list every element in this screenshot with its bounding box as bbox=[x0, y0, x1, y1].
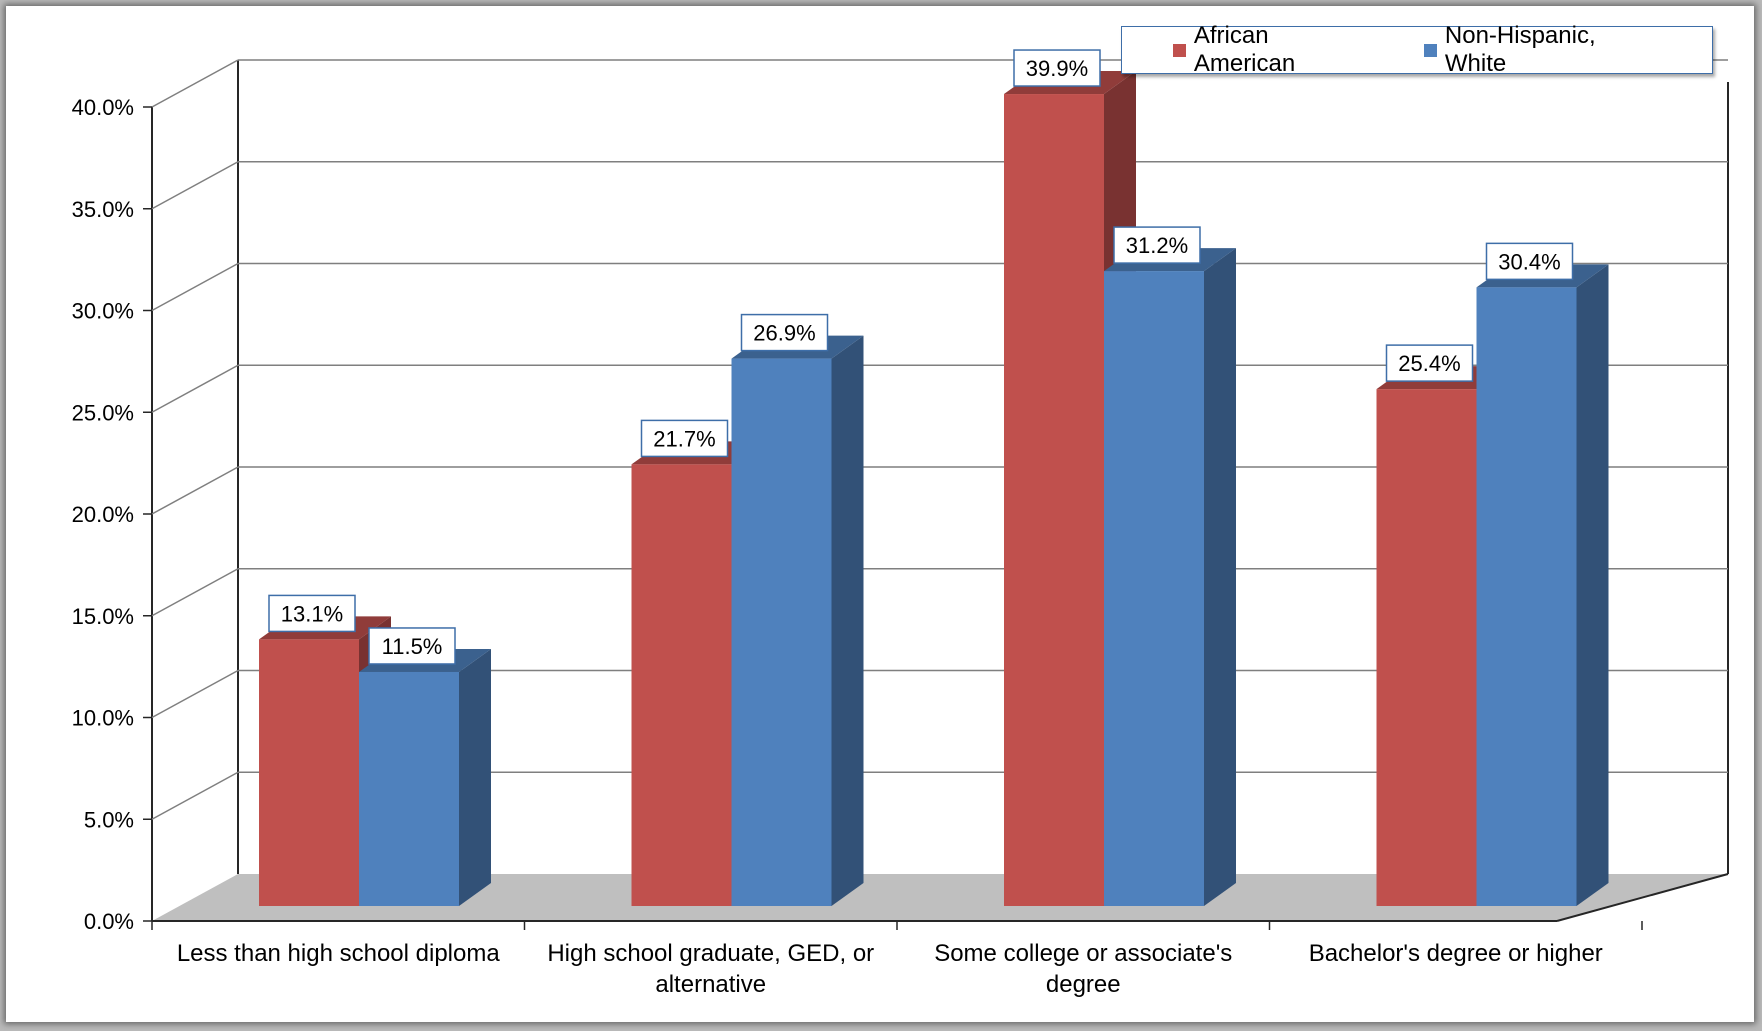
bar-front-0-3 bbox=[1376, 389, 1477, 906]
data-label-box-0-1 bbox=[640, 419, 729, 458]
bar-1-2 bbox=[1104, 248, 1236, 907]
bar-side-1-3 bbox=[1576, 264, 1609, 906]
gridline-side-6 bbox=[151, 262, 239, 312]
gridline-side-8 bbox=[151, 59, 239, 108]
gridline-side-3 bbox=[151, 568, 239, 617]
data-label-box-1-2 bbox=[1113, 226, 1201, 264]
gridline-side-5 bbox=[151, 364, 239, 413]
data-label-box-0-2 bbox=[1013, 49, 1101, 87]
bar-1-1 bbox=[731, 335, 864, 907]
data-label-box-0-0 bbox=[268, 594, 356, 633]
data-label-box-1-0 bbox=[368, 627, 456, 665]
data-label-0-3: 25.4% bbox=[1398, 351, 1460, 376]
x-tick-label-2: Some college or associate's degree bbox=[934, 940, 1232, 998]
y-tick-label-4: 20.0% bbox=[72, 502, 134, 527]
legend: African American Non-Hispanic, White bbox=[1121, 22, 1713, 77]
y-tick-label-8: 40.0% bbox=[72, 95, 134, 120]
legend-item-0: African American bbox=[1173, 22, 1373, 78]
bar-front-1-3 bbox=[1476, 287, 1577, 906]
data-label-box-0-3 bbox=[1385, 344, 1474, 382]
bar-front-0-1 bbox=[631, 464, 732, 906]
gridline-side-2 bbox=[151, 669, 239, 719]
bar-side-1-0 bbox=[459, 648, 491, 906]
x-tick-label-1: High school graduate, GED, or alternative bbox=[547, 940, 874, 998]
chart-floor bbox=[152, 874, 1728, 921]
floor-right-edge bbox=[1556, 873, 1729, 922]
y-tick-label-7: 35.0% bbox=[72, 197, 134, 222]
chart-canvas: 0.0% 5.0% 10.0% 15.0% 20.0% 25.0% 30.0% 35.0% 40… bbox=[72, 49, 1729, 998]
data-label-0-0: 13.1% bbox=[281, 601, 343, 626]
y-tick-label-2: 10.0% bbox=[72, 706, 134, 731]
bar-front-1-2 bbox=[1104, 271, 1204, 907]
chart-frame: 0.0% 5.0% 10.0% 15.0% 20.0% 25.0% 30.0% 35.0% 40… bbox=[6, 6, 1754, 1022]
y-tick-label-6: 30.0% bbox=[72, 299, 134, 324]
data-label-box-1-1 bbox=[740, 313, 829, 352]
data-label-0-2: 39.9% bbox=[1026, 56, 1088, 81]
y-tick-label-0: 0.0% bbox=[84, 909, 134, 934]
data-label-1-0: 11.5% bbox=[382, 634, 443, 659]
y-tick-label-3: 15.0% bbox=[72, 604, 134, 629]
data-label-box-1-3 bbox=[1485, 242, 1574, 281]
y-tick-label-5: 25.0% bbox=[72, 400, 134, 425]
legend-swatch-0 bbox=[1173, 43, 1186, 57]
x-tick-label-0: Less than high school diploma bbox=[177, 940, 501, 967]
bar-front-0-0 bbox=[259, 639, 359, 906]
legend-label-1: Non-Hispanic, White bbox=[1444, 22, 1596, 77]
bar-1-0 bbox=[359, 648, 491, 906]
data-label-1-1: 26.9% bbox=[753, 321, 815, 346]
data-label-1-2: 31.2% bbox=[1126, 233, 1188, 258]
legend-swatch-1 bbox=[1424, 43, 1437, 57]
legend-item-1: Non-Hispanic, White bbox=[1424, 22, 1661, 78]
legend-label-0: African American bbox=[1193, 22, 1296, 77]
data-label-0-1: 21.7% bbox=[653, 426, 715, 451]
gridline-side-4 bbox=[151, 466, 239, 515]
bar-side-1-2 bbox=[1204, 248, 1236, 906]
gridline-side-7 bbox=[151, 161, 239, 210]
x-tick-label-3: Bachelor's degree or higher bbox=[1309, 940, 1603, 967]
bar-front-0-2 bbox=[1004, 94, 1104, 906]
bar-front-1-1 bbox=[731, 358, 832, 907]
y-tick-label-1: 5.0% bbox=[84, 807, 134, 832]
bar-side-1-1 bbox=[831, 335, 864, 907]
data-label-1-3: 30.4% bbox=[1498, 249, 1560, 274]
gridline-side-1 bbox=[151, 771, 239, 820]
bar-1-3 bbox=[1476, 264, 1609, 906]
bar-front-1-0 bbox=[359, 671, 459, 906]
